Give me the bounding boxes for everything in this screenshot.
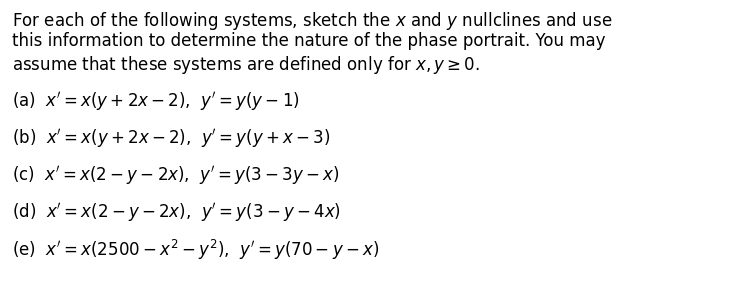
Text: assume that these systems are defined only for $x, y \geq 0$.: assume that these systems are defined on… bbox=[12, 54, 480, 76]
Text: (a)  $x^{\prime} = x(y + 2x - 2)$,  $y^{\prime} = y(y - 1)$: (a) $x^{\prime} = x(y + 2x - 2)$, $y^{\p… bbox=[12, 90, 300, 113]
Text: For each of the following systems, sketch the $x$ and $y$ nullclines and use: For each of the following systems, sketc… bbox=[12, 10, 612, 32]
Text: (e)  $x^{\prime} = x(2500 - x^2 - y^2)$,  $y^{\prime} = y(70 - y - x)$: (e) $x^{\prime} = x(2500 - x^2 - y^2)$, … bbox=[12, 238, 380, 262]
Text: this information to determine the nature of the phase portrait. You may: this information to determine the nature… bbox=[12, 32, 606, 50]
Text: (c)  $x^{\prime} = x(2 - y - 2x)$,  $y^{\prime} = y(3 - 3y - x)$: (c) $x^{\prime} = x(2 - y - 2x)$, $y^{\p… bbox=[12, 164, 340, 187]
Text: (d)  $x^{\prime} = x(2 - y - 2x)$,  $y^{\prime} = y(3 - y - 4x)$: (d) $x^{\prime} = x(2 - y - 2x)$, $y^{\p… bbox=[12, 201, 341, 224]
Text: (b)  $x^{\prime} = x(y + 2x - 2)$,  $y^{\prime} = y(y + x - 3)$: (b) $x^{\prime} = x(y + 2x - 2)$, $y^{\p… bbox=[12, 127, 330, 150]
